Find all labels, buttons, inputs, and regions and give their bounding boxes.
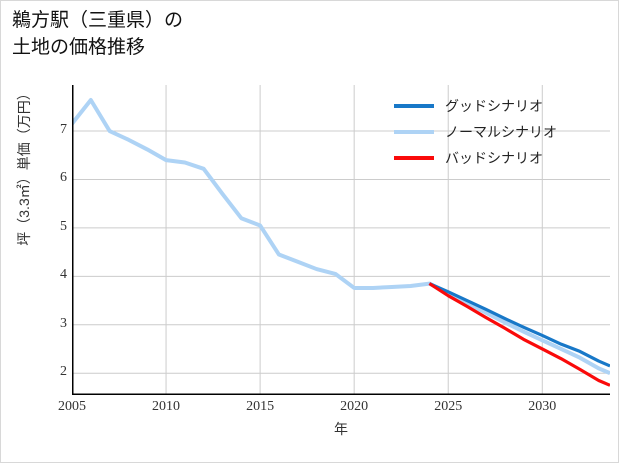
x-tick-label: 2005 bbox=[58, 399, 86, 414]
x-tick-label: 2030 bbox=[528, 399, 557, 414]
plot-area bbox=[72, 85, 610, 395]
x-axis-ticks: 2005 2010 2015 2020 2025 2030 bbox=[58, 399, 610, 419]
y-tick-label: 4 bbox=[60, 267, 67, 283]
x-tick-label: 2020 bbox=[340, 399, 369, 414]
y-tick-label: 7 bbox=[60, 122, 67, 138]
legend-label: グッドシナリオ bbox=[445, 98, 543, 114]
data-series-line bbox=[428, 282, 610, 387]
x-tick-label: 2015 bbox=[246, 399, 275, 414]
y-axis-label: 坪（3.3㎡）単価（万円） bbox=[16, 86, 32, 246]
legend-color-swatch bbox=[394, 130, 434, 134]
data-series-line bbox=[72, 98, 610, 376]
page-title: 鵜方駅（三重県）の 土地の価格推移 bbox=[12, 10, 184, 58]
legend-item[interactable]: ノーマルシナリオ bbox=[394, 119, 609, 145]
y-tick-label: 6 bbox=[60, 170, 67, 186]
y-tick-label: 2 bbox=[60, 364, 67, 380]
chart-legend: グッドシナリオ ノーマルシナリオ バッドシナリオ bbox=[394, 93, 609, 171]
x-tick-label: 2025 bbox=[434, 399, 463, 414]
legend-item[interactable]: バッドシナリオ bbox=[394, 145, 609, 171]
legend-label: ノーマルシナリオ bbox=[445, 124, 557, 140]
legend-color-swatch bbox=[394, 104, 434, 108]
y-tick-label: 3 bbox=[60, 315, 67, 331]
chart-svg bbox=[72, 85, 610, 395]
x-axis-label: 年 bbox=[334, 421, 348, 437]
y-tick-label: 5 bbox=[60, 218, 67, 234]
x-tick-label: 2010 bbox=[152, 399, 181, 414]
legend-label: バッドシナリオ bbox=[445, 150, 543, 166]
legend-item[interactable]: グッドシナリオ bbox=[394, 93, 609, 119]
data-series-line bbox=[428, 282, 610, 368]
y-axis-ticks: 2 3 4 5 6 7 bbox=[41, 85, 67, 395]
legend-color-swatch bbox=[394, 156, 434, 160]
